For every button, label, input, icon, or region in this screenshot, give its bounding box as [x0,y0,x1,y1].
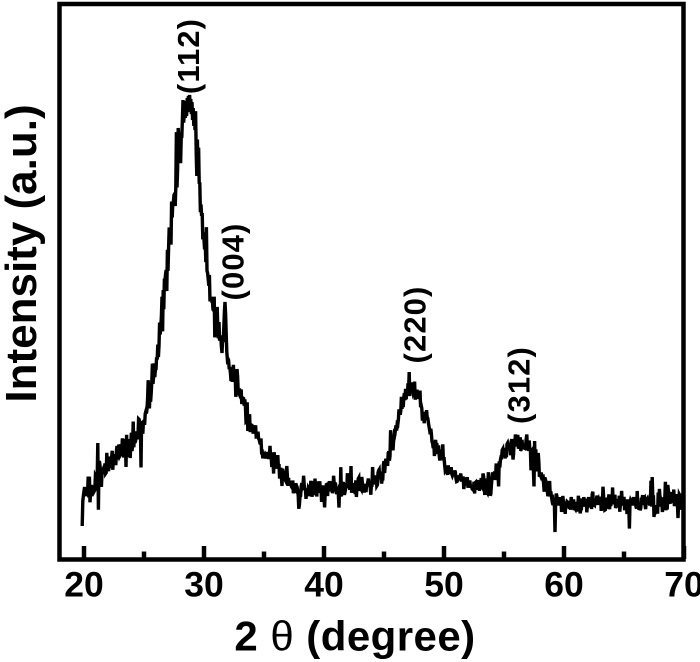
svg-text:2 θ (degree): 2 θ (degree) [234,613,475,660]
svg-text:(112): (112) [171,18,206,94]
svg-text:60: 60 [544,565,584,605]
svg-text:70: 70 [664,565,700,605]
svg-text:20: 20 [64,565,104,605]
svg-text:(312): (312) [502,346,537,424]
svg-text:(220): (220) [398,286,433,364]
svg-text:50: 50 [424,565,464,605]
svg-text:40: 40 [304,565,344,605]
svg-text:Intensity (a.u.): Intensity (a.u.) [0,104,46,402]
svg-text:30: 30 [184,565,224,605]
svg-text:(004): (004) [216,223,251,301]
